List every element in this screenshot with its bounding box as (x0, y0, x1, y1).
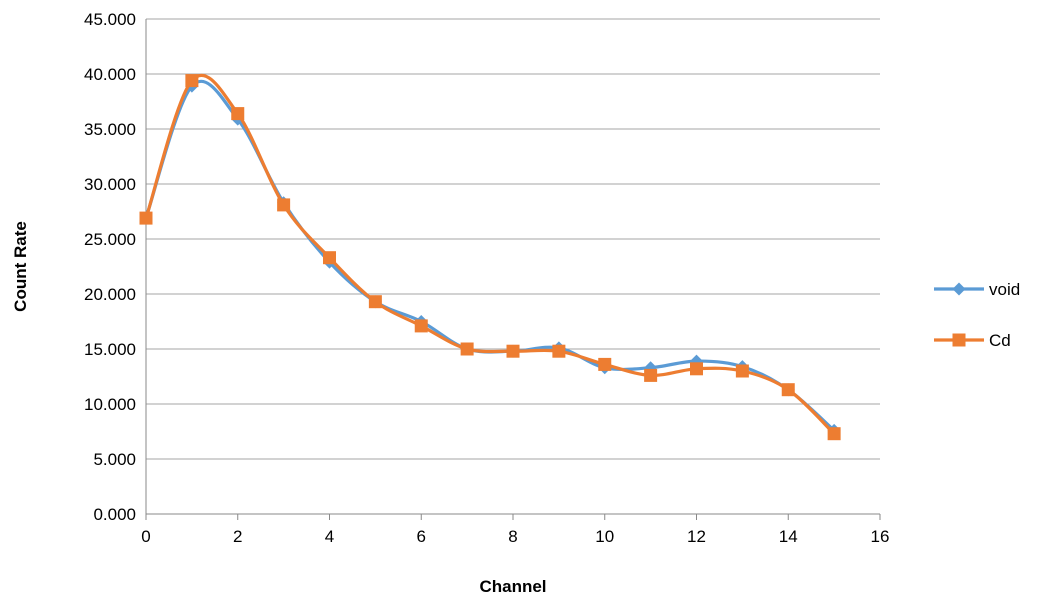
x-tick-label: 16 (871, 527, 890, 546)
data-point-cd (460, 342, 474, 356)
legend-marker (952, 282, 966, 296)
x-tick-label: 8 (508, 527, 517, 546)
y-tick-label: 0.000 (93, 505, 136, 524)
data-point-cd (414, 319, 428, 333)
data-point-cd (277, 198, 291, 212)
y-tick-label: 15.000 (84, 340, 136, 359)
legend: void Cd (934, 280, 1020, 350)
x-tick-label: 14 (779, 527, 798, 546)
data-point-cd (185, 74, 199, 88)
y-axis-title: Count Rate (11, 221, 30, 312)
x-tick-label: 12 (687, 527, 706, 546)
gridlines (146, 18, 880, 460)
y-tick-label: 40.000 (84, 65, 136, 84)
y-tick-label: 10.000 (84, 395, 136, 414)
x-tick-labels: 0 2 4 6 8 10 12 14 16 (141, 527, 889, 546)
x-axis-title: Channel (479, 577, 546, 596)
data-point-cd (827, 427, 841, 441)
y-tick-label: 20.000 (84, 285, 136, 304)
y-tick-label: 35.000 (84, 120, 136, 139)
legend-marker (952, 333, 966, 347)
series-group (139, 73, 841, 441)
y-tick-label: 5.000 (93, 450, 136, 469)
legend-label: Cd (989, 331, 1011, 350)
data-point-cd (552, 344, 566, 358)
x-tick-label: 6 (417, 527, 426, 546)
series-void (139, 79, 841, 437)
data-point-cd (644, 368, 658, 382)
axes (145, 19, 881, 520)
x-tick-label: 10 (595, 527, 614, 546)
y-tick-label: 45.000 (84, 10, 136, 29)
y-tick-label: 25.000 (84, 230, 136, 249)
data-point-cd (735, 364, 749, 378)
legend-item-void: void (934, 280, 1020, 299)
y-tick-labels: 0.000 5.000 10.000 15.000 20.000 25.000 30.000… (84, 10, 136, 524)
data-point-cd (231, 107, 245, 121)
data-point-cd (781, 383, 795, 397)
x-tick-label: 2 (233, 527, 242, 546)
data-point-cd (323, 251, 336, 265)
series-cd (139, 73, 841, 441)
data-point-cd (598, 357, 612, 371)
data-point-cd (368, 295, 382, 309)
data-point-cd (690, 362, 703, 376)
data-point-cd (506, 344, 520, 358)
x-tick-label: 0 (141, 527, 150, 546)
x-tick-label: 4 (325, 527, 334, 546)
legend-item-cd: Cd (934, 331, 1011, 350)
data-point-cd (139, 211, 153, 225)
y-tick-label: 30.000 (84, 175, 136, 194)
legend-label: void (989, 280, 1020, 299)
